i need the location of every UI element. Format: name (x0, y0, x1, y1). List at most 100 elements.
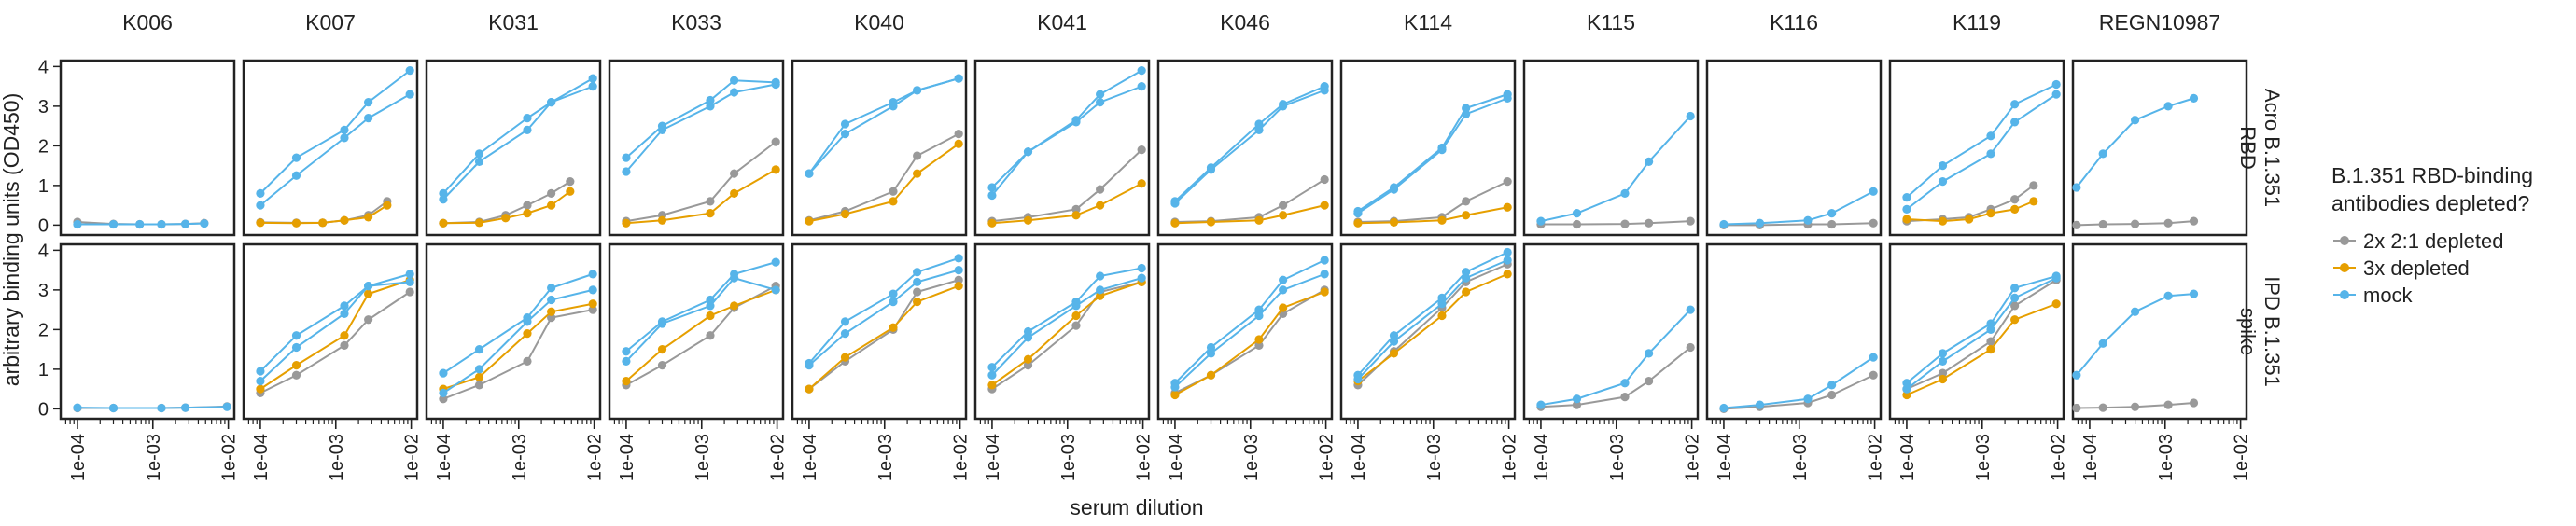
data-point (840, 119, 850, 129)
data-point (730, 301, 739, 311)
column-strip-label: K115 (1587, 10, 1635, 35)
data-point (405, 277, 414, 286)
data-point (1462, 109, 1471, 118)
panel-frame (1522, 242, 1700, 421)
data-point (1254, 119, 1264, 129)
data-point (2072, 403, 2081, 413)
data-point (1071, 118, 1081, 127)
data-point (1902, 215, 1911, 224)
data-point (1254, 125, 1264, 134)
data-point (730, 188, 739, 198)
data-point (2098, 339, 2107, 348)
data-point (1869, 370, 1878, 380)
y-tick-label: 1 (38, 176, 49, 197)
data-point (657, 215, 667, 225)
data-point (547, 188, 556, 198)
data-point (157, 403, 166, 413)
data-point (840, 317, 850, 326)
data-point (2051, 90, 2061, 99)
data-point (439, 388, 448, 397)
series-line (2076, 97, 2194, 188)
data-point (547, 313, 556, 323)
data-point (2010, 284, 2020, 293)
data-point (1023, 215, 1033, 225)
data-point (474, 381, 484, 390)
data-point (1902, 193, 1911, 202)
x-tick-label: 1e-02 (1500, 434, 1520, 481)
data-point (73, 219, 82, 229)
data-point (622, 347, 631, 356)
data-point (405, 270, 414, 279)
data-point (1536, 216, 1546, 226)
data-point (730, 76, 739, 85)
data-point (1686, 111, 1695, 121)
data-point (157, 219, 166, 229)
x-tick-label: 1e-02 (768, 434, 789, 481)
data-point (291, 331, 301, 340)
data-point (1254, 215, 1264, 225)
data-point (771, 79, 780, 90)
data-point (1320, 256, 1329, 265)
data-point (913, 298, 922, 307)
data-point (889, 187, 898, 196)
data-point (1096, 185, 1105, 194)
data-point (1869, 218, 1878, 228)
series-line (1723, 190, 1874, 226)
data-point (1755, 218, 1765, 228)
data-point (1965, 215, 1974, 224)
data-point (291, 370, 301, 380)
data-point (474, 149, 484, 159)
data-point (954, 130, 963, 139)
row-strip-label-text: Acro B.1.351RBD (2236, 89, 2284, 207)
x-tick-label: 1e-02 (585, 434, 606, 481)
data-point (1437, 145, 1447, 155)
panel-frame (425, 59, 602, 237)
data-point (2051, 299, 2061, 309)
x-tick-label: 1e-03 (875, 434, 896, 481)
data-point (1620, 188, 1630, 198)
column-strip-label: K041 (1037, 10, 1087, 35)
data-point (256, 384, 265, 394)
data-point (2163, 400, 2173, 409)
series-line (1906, 275, 2057, 384)
data-point (1902, 390, 1911, 400)
data-point (73, 403, 82, 412)
data-point (256, 377, 265, 386)
data-point (2189, 216, 2199, 226)
data-point (1503, 177, 1512, 187)
data-point (439, 195, 448, 204)
data-point (840, 353, 850, 362)
data-point (1023, 333, 1033, 342)
data-point (1279, 102, 1288, 111)
data-point (1503, 202, 1512, 212)
data-point (1254, 340, 1264, 350)
data-point (1902, 384, 1911, 394)
data-point (622, 218, 631, 228)
data-point (1137, 145, 1146, 155)
data-point (439, 218, 448, 228)
y-tick-label: 2 (38, 136, 49, 157)
series-line (1174, 259, 1325, 384)
x-tick-label: 1e-02 (1683, 434, 1703, 481)
x-axis-title: serum dilution (1070, 495, 1203, 519)
data-point (1719, 403, 1729, 413)
data-point (566, 187, 575, 196)
data-point (706, 311, 715, 321)
data-point (588, 299, 597, 309)
data-point (291, 153, 301, 162)
x-tick-label: 1e-02 (402, 434, 423, 481)
data-point (622, 167, 631, 176)
panel-frame (2071, 59, 2248, 237)
data-point (1986, 132, 1995, 141)
data-point (1170, 390, 1180, 400)
panel-frame (1156, 59, 1334, 237)
data-point (2163, 102, 2173, 111)
data-point (622, 356, 631, 366)
series-line (259, 291, 411, 394)
series-line (1540, 115, 1691, 223)
data-point (1620, 379, 1630, 388)
x-tick-label: 1e-03 (1424, 434, 1445, 481)
data-point (889, 197, 898, 206)
data-point (1137, 263, 1146, 273)
data-point (987, 183, 997, 192)
